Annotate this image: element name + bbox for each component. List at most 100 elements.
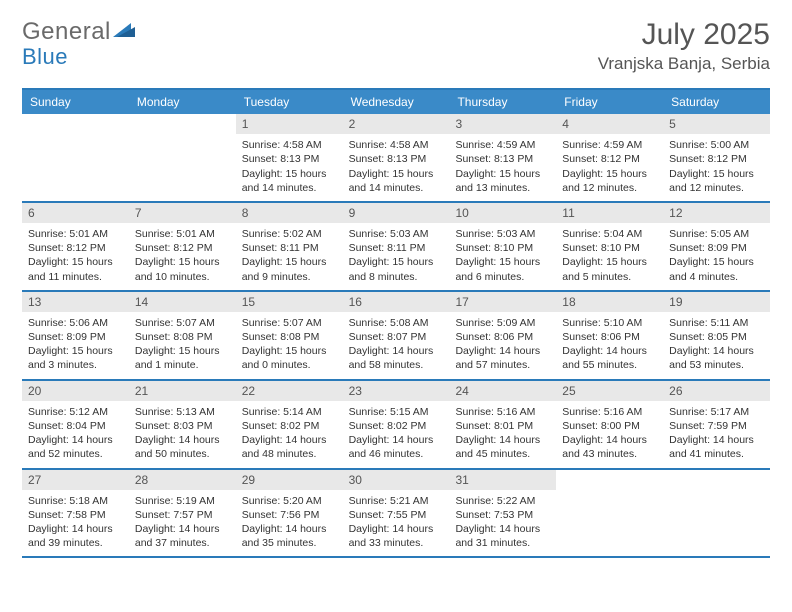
day-cell: 25Sunrise: 5:16 AMSunset: 8:00 PMDayligh… xyxy=(556,381,663,468)
sunrise-text: Sunrise: 5:09 AM xyxy=(455,316,550,330)
daylight-text: Daylight: 15 hours and 13 minutes. xyxy=(455,167,550,195)
day-cell: 11Sunrise: 5:04 AMSunset: 8:10 PMDayligh… xyxy=(556,203,663,290)
sunrise-text: Sunrise: 5:02 AM xyxy=(242,227,337,241)
day-number: 12 xyxy=(663,203,770,223)
day-body: Sunrise: 5:10 AMSunset: 8:06 PMDaylight:… xyxy=(556,312,663,379)
day-cell: 17Sunrise: 5:09 AMSunset: 8:06 PMDayligh… xyxy=(449,292,556,379)
sunset-text: Sunset: 8:03 PM xyxy=(135,419,230,433)
day-body: Sunrise: 5:01 AMSunset: 8:12 PMDaylight:… xyxy=(22,223,129,290)
day-body: Sunrise: 5:02 AMSunset: 8:11 PMDaylight:… xyxy=(236,223,343,290)
day-cell xyxy=(129,114,236,201)
sunrise-text: Sunrise: 5:11 AM xyxy=(669,316,764,330)
sunrise-text: Sunrise: 5:10 AM xyxy=(562,316,657,330)
day-cell: 29Sunrise: 5:20 AMSunset: 7:56 PMDayligh… xyxy=(236,470,343,557)
day-number: 14 xyxy=(129,292,236,312)
day-cell: 31Sunrise: 5:22 AMSunset: 7:53 PMDayligh… xyxy=(449,470,556,557)
day-number: 26 xyxy=(663,381,770,401)
dow-saturday: Saturday xyxy=(663,90,770,114)
weeks-container: 1Sunrise: 4:58 AMSunset: 8:13 PMDaylight… xyxy=(22,114,770,558)
dow-wednesday: Wednesday xyxy=(343,90,450,114)
day-number: 9 xyxy=(343,203,450,223)
week-row: 6Sunrise: 5:01 AMSunset: 8:12 PMDaylight… xyxy=(22,203,770,292)
day-number: 20 xyxy=(22,381,129,401)
sunset-text: Sunset: 8:12 PM xyxy=(28,241,123,255)
day-body: Sunrise: 5:14 AMSunset: 8:02 PMDaylight:… xyxy=(236,401,343,468)
day-of-week-row: Sunday Monday Tuesday Wednesday Thursday… xyxy=(22,90,770,114)
daylight-text: Daylight: 14 hours and 31 minutes. xyxy=(455,522,550,550)
daylight-text: Daylight: 14 hours and 58 minutes. xyxy=(349,344,444,372)
day-body: Sunrise: 5:13 AMSunset: 8:03 PMDaylight:… xyxy=(129,401,236,468)
day-cell: 20Sunrise: 5:12 AMSunset: 8:04 PMDayligh… xyxy=(22,381,129,468)
day-body: Sunrise: 5:16 AMSunset: 8:01 PMDaylight:… xyxy=(449,401,556,468)
day-cell: 7Sunrise: 5:01 AMSunset: 8:12 PMDaylight… xyxy=(129,203,236,290)
daylight-text: Daylight: 14 hours and 52 minutes. xyxy=(28,433,123,461)
day-number: 5 xyxy=(663,114,770,134)
day-number: 2 xyxy=(343,114,450,134)
dow-friday: Friday xyxy=(556,90,663,114)
logo-word2-wrap: Blue xyxy=(22,44,68,70)
day-cell xyxy=(22,114,129,201)
day-cell: 3Sunrise: 4:59 AMSunset: 8:13 PMDaylight… xyxy=(449,114,556,201)
day-body: Sunrise: 5:21 AMSunset: 7:55 PMDaylight:… xyxy=(343,490,450,557)
day-cell: 13Sunrise: 5:06 AMSunset: 8:09 PMDayligh… xyxy=(22,292,129,379)
day-number: 29 xyxy=(236,470,343,490)
sunrise-text: Sunrise: 5:18 AM xyxy=(28,494,123,508)
day-number: 31 xyxy=(449,470,556,490)
daylight-text: Daylight: 15 hours and 6 minutes. xyxy=(455,255,550,283)
sunset-text: Sunset: 8:09 PM xyxy=(669,241,764,255)
day-number: 23 xyxy=(343,381,450,401)
day-number: 4 xyxy=(556,114,663,134)
daylight-text: Daylight: 14 hours and 39 minutes. xyxy=(28,522,123,550)
day-body: Sunrise: 5:07 AMSunset: 8:08 PMDaylight:… xyxy=(236,312,343,379)
day-number: 8 xyxy=(236,203,343,223)
daylight-text: Daylight: 14 hours and 33 minutes. xyxy=(349,522,444,550)
day-body: Sunrise: 5:01 AMSunset: 8:12 PMDaylight:… xyxy=(129,223,236,290)
daylight-text: Daylight: 14 hours and 46 minutes. xyxy=(349,433,444,461)
header-right: July 2025 Vranjska Banja, Serbia xyxy=(598,18,770,74)
day-number: 25 xyxy=(556,381,663,401)
sunrise-text: Sunrise: 5:00 AM xyxy=(669,138,764,152)
day-body: Sunrise: 5:19 AMSunset: 7:57 PMDaylight:… xyxy=(129,490,236,557)
daylight-text: Daylight: 14 hours and 57 minutes. xyxy=(455,344,550,372)
day-number: 22 xyxy=(236,381,343,401)
sunset-text: Sunset: 7:58 PM xyxy=(28,508,123,522)
day-number: 7 xyxy=(129,203,236,223)
daylight-text: Daylight: 15 hours and 0 minutes. xyxy=(242,344,337,372)
day-cell: 4Sunrise: 4:59 AMSunset: 8:12 PMDaylight… xyxy=(556,114,663,201)
sunset-text: Sunset: 8:04 PM xyxy=(28,419,123,433)
sunrise-text: Sunrise: 5:14 AM xyxy=(242,405,337,419)
sunrise-text: Sunrise: 5:17 AM xyxy=(669,405,764,419)
day-number: 15 xyxy=(236,292,343,312)
sunrise-text: Sunrise: 5:13 AM xyxy=(135,405,230,419)
daylight-text: Daylight: 15 hours and 8 minutes. xyxy=(349,255,444,283)
day-body: Sunrise: 4:58 AMSunset: 8:13 PMDaylight:… xyxy=(236,134,343,201)
daylight-text: Daylight: 14 hours and 37 minutes. xyxy=(135,522,230,550)
logo-word1: General xyxy=(22,18,111,46)
sunset-text: Sunset: 8:12 PM xyxy=(135,241,230,255)
daylight-text: Daylight: 15 hours and 14 minutes. xyxy=(349,167,444,195)
week-row: 13Sunrise: 5:06 AMSunset: 8:09 PMDayligh… xyxy=(22,292,770,381)
sunset-text: Sunset: 8:08 PM xyxy=(242,330,337,344)
day-cell: 26Sunrise: 5:17 AMSunset: 7:59 PMDayligh… xyxy=(663,381,770,468)
day-cell: 8Sunrise: 5:02 AMSunset: 8:11 PMDaylight… xyxy=(236,203,343,290)
sunset-text: Sunset: 8:06 PM xyxy=(455,330,550,344)
day-body: Sunrise: 5:04 AMSunset: 8:10 PMDaylight:… xyxy=(556,223,663,290)
day-body: Sunrise: 4:59 AMSunset: 8:12 PMDaylight:… xyxy=(556,134,663,201)
daylight-text: Daylight: 15 hours and 1 minute. xyxy=(135,344,230,372)
daylight-text: Daylight: 15 hours and 14 minutes. xyxy=(242,167,337,195)
day-number: 6 xyxy=(22,203,129,223)
daylight-text: Daylight: 15 hours and 4 minutes. xyxy=(669,255,764,283)
day-body: Sunrise: 5:12 AMSunset: 8:04 PMDaylight:… xyxy=(22,401,129,468)
sunrise-text: Sunrise: 5:21 AM xyxy=(349,494,444,508)
day-body: Sunrise: 5:20 AMSunset: 7:56 PMDaylight:… xyxy=(236,490,343,557)
day-body: Sunrise: 5:16 AMSunset: 8:00 PMDaylight:… xyxy=(556,401,663,468)
day-cell: 24Sunrise: 5:16 AMSunset: 8:01 PMDayligh… xyxy=(449,381,556,468)
sunset-text: Sunset: 8:13 PM xyxy=(242,152,337,166)
daylight-text: Daylight: 15 hours and 5 minutes. xyxy=(562,255,657,283)
day-cell: 12Sunrise: 5:05 AMSunset: 8:09 PMDayligh… xyxy=(663,203,770,290)
sunrise-text: Sunrise: 5:04 AM xyxy=(562,227,657,241)
sunrise-text: Sunrise: 5:15 AM xyxy=(349,405,444,419)
day-cell: 2Sunrise: 4:58 AMSunset: 8:13 PMDaylight… xyxy=(343,114,450,201)
day-cell: 16Sunrise: 5:08 AMSunset: 8:07 PMDayligh… xyxy=(343,292,450,379)
day-number: 1 xyxy=(236,114,343,134)
